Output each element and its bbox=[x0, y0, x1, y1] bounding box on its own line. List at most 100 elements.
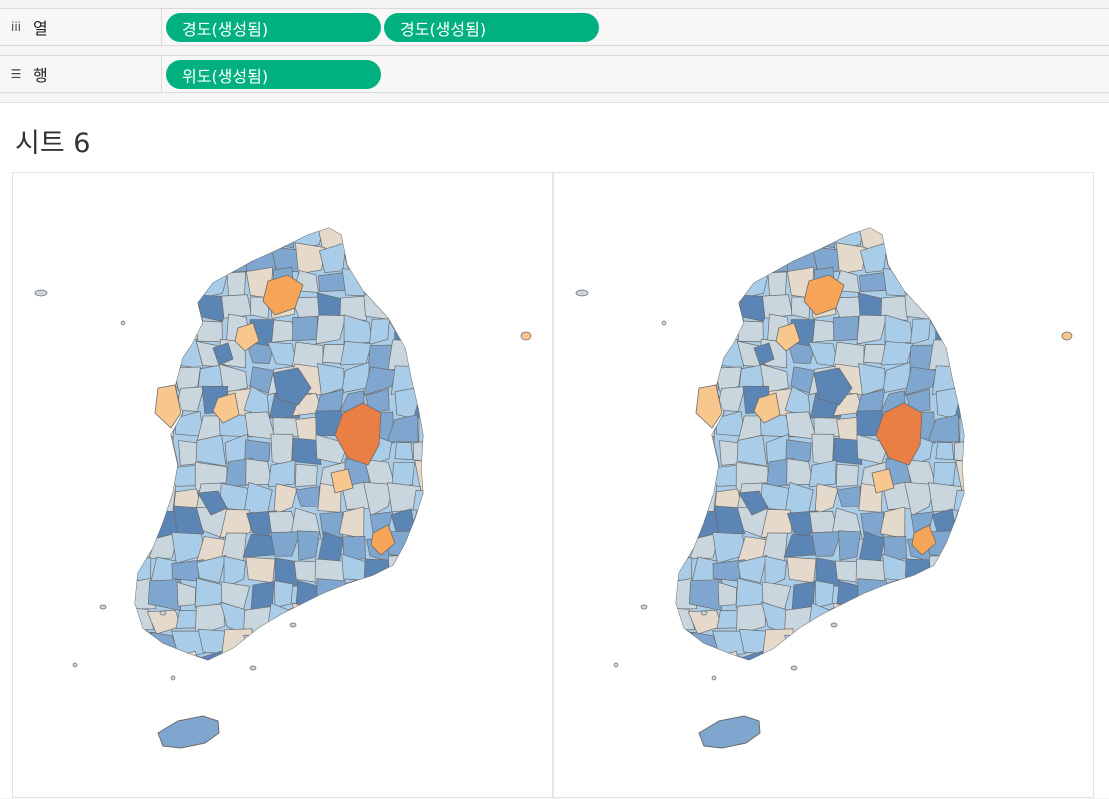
district-region bbox=[147, 484, 177, 516]
district-region bbox=[904, 481, 936, 517]
district-region bbox=[266, 627, 300, 659]
district-region bbox=[246, 341, 275, 364]
district-region bbox=[807, 627, 841, 659]
district-region bbox=[859, 271, 889, 292]
korea-map-right[interactable] bbox=[554, 173, 1095, 799]
district-region bbox=[736, 603, 766, 636]
island bbox=[575, 289, 589, 297]
district-region bbox=[928, 554, 960, 589]
rows-shelf-label: ☰ 행 bbox=[0, 56, 162, 92]
district-region bbox=[153, 460, 176, 491]
map-pane-left[interactable] bbox=[12, 172, 553, 798]
district-region bbox=[928, 293, 961, 316]
district-region bbox=[152, 320, 179, 348]
longitude-pill-1[interactable]: 경도(생성됨) bbox=[166, 13, 381, 42]
district-region bbox=[786, 556, 817, 584]
district-region bbox=[909, 318, 931, 346]
district-region bbox=[267, 656, 301, 660]
district-region bbox=[737, 320, 764, 343]
district-region bbox=[221, 294, 253, 319]
district-region bbox=[880, 653, 913, 660]
district-region bbox=[318, 271, 348, 292]
columns-icon: iii bbox=[10, 20, 21, 34]
district-region bbox=[688, 484, 718, 516]
district-region bbox=[223, 555, 247, 589]
district-region bbox=[365, 626, 398, 656]
district-region bbox=[173, 505, 205, 539]
district-region bbox=[135, 557, 152, 583]
district-region bbox=[148, 242, 180, 268]
district-region bbox=[790, 228, 813, 251]
map-pane-right[interactable] bbox=[553, 172, 1094, 798]
highlighted-region bbox=[753, 392, 781, 424]
district-region bbox=[392, 606, 420, 632]
district-region bbox=[933, 606, 961, 632]
district-region bbox=[712, 275, 745, 295]
island bbox=[159, 610, 167, 616]
district-region bbox=[387, 554, 419, 589]
district-region bbox=[676, 246, 690, 270]
district-region bbox=[387, 293, 420, 316]
district-region bbox=[836, 242, 867, 275]
district-region bbox=[907, 243, 936, 273]
highlighted-region bbox=[875, 402, 923, 466]
district-region bbox=[387, 627, 415, 657]
district-region bbox=[195, 434, 227, 467]
district-region bbox=[135, 295, 155, 316]
district-region bbox=[676, 411, 697, 443]
district-region bbox=[857, 656, 885, 660]
longitude-pill-2[interactable]: 경도(생성됨) bbox=[384, 13, 599, 42]
district-region bbox=[146, 435, 173, 465]
district-region bbox=[676, 340, 692, 370]
district-region bbox=[694, 460, 717, 491]
korea-map-left[interactable] bbox=[13, 173, 554, 799]
rows-shelf[interactable]: ☰ 행 위도(생성됨) bbox=[0, 55, 1109, 93]
district-region bbox=[316, 656, 344, 660]
district-region bbox=[954, 386, 964, 420]
latitude-pill[interactable]: 위도(생성됨) bbox=[166, 60, 381, 89]
district-region bbox=[833, 316, 859, 342]
district-region bbox=[905, 602, 939, 632]
district-region bbox=[904, 289, 939, 321]
island bbox=[520, 331, 532, 341]
district-region bbox=[737, 228, 766, 247]
district-region bbox=[363, 289, 398, 321]
district-region bbox=[135, 650, 158, 660]
district-region bbox=[676, 393, 698, 421]
district-region bbox=[676, 437, 695, 467]
district-region bbox=[388, 228, 420, 250]
district-region bbox=[740, 294, 770, 322]
district-region bbox=[953, 557, 964, 586]
highlighted-region bbox=[272, 367, 312, 406]
district-region bbox=[292, 316, 318, 342]
district-region bbox=[316, 578, 349, 613]
highlighted-region bbox=[738, 490, 769, 516]
district-region bbox=[195, 603, 225, 636]
district-region bbox=[412, 361, 423, 395]
district-region bbox=[411, 510, 423, 540]
highlighted-region bbox=[911, 524, 937, 556]
district-region bbox=[928, 339, 961, 371]
district-region bbox=[219, 228, 247, 252]
columns-label-text: 열 bbox=[33, 19, 48, 38]
highlighted-region bbox=[154, 384, 182, 429]
district-region bbox=[147, 292, 177, 324]
district-region bbox=[368, 585, 398, 611]
highlighted-region bbox=[775, 322, 801, 352]
columns-shelf[interactable]: iii 열 경도(생성됨) 경도(생성됨) bbox=[0, 8, 1109, 46]
highlighted-region bbox=[262, 274, 304, 316]
district-region bbox=[135, 578, 157, 610]
district-region bbox=[934, 267, 962, 299]
district-region bbox=[363, 654, 397, 660]
island bbox=[34, 289, 48, 297]
district-region bbox=[363, 481, 395, 517]
district-region bbox=[171, 241, 203, 271]
island bbox=[830, 622, 838, 628]
district-region bbox=[832, 629, 860, 657]
district-region bbox=[760, 509, 793, 539]
district-region bbox=[243, 634, 274, 656]
district-region bbox=[317, 530, 344, 562]
district-region bbox=[906, 626, 939, 656]
district-region bbox=[688, 292, 718, 324]
highlighted-region bbox=[197, 490, 228, 516]
